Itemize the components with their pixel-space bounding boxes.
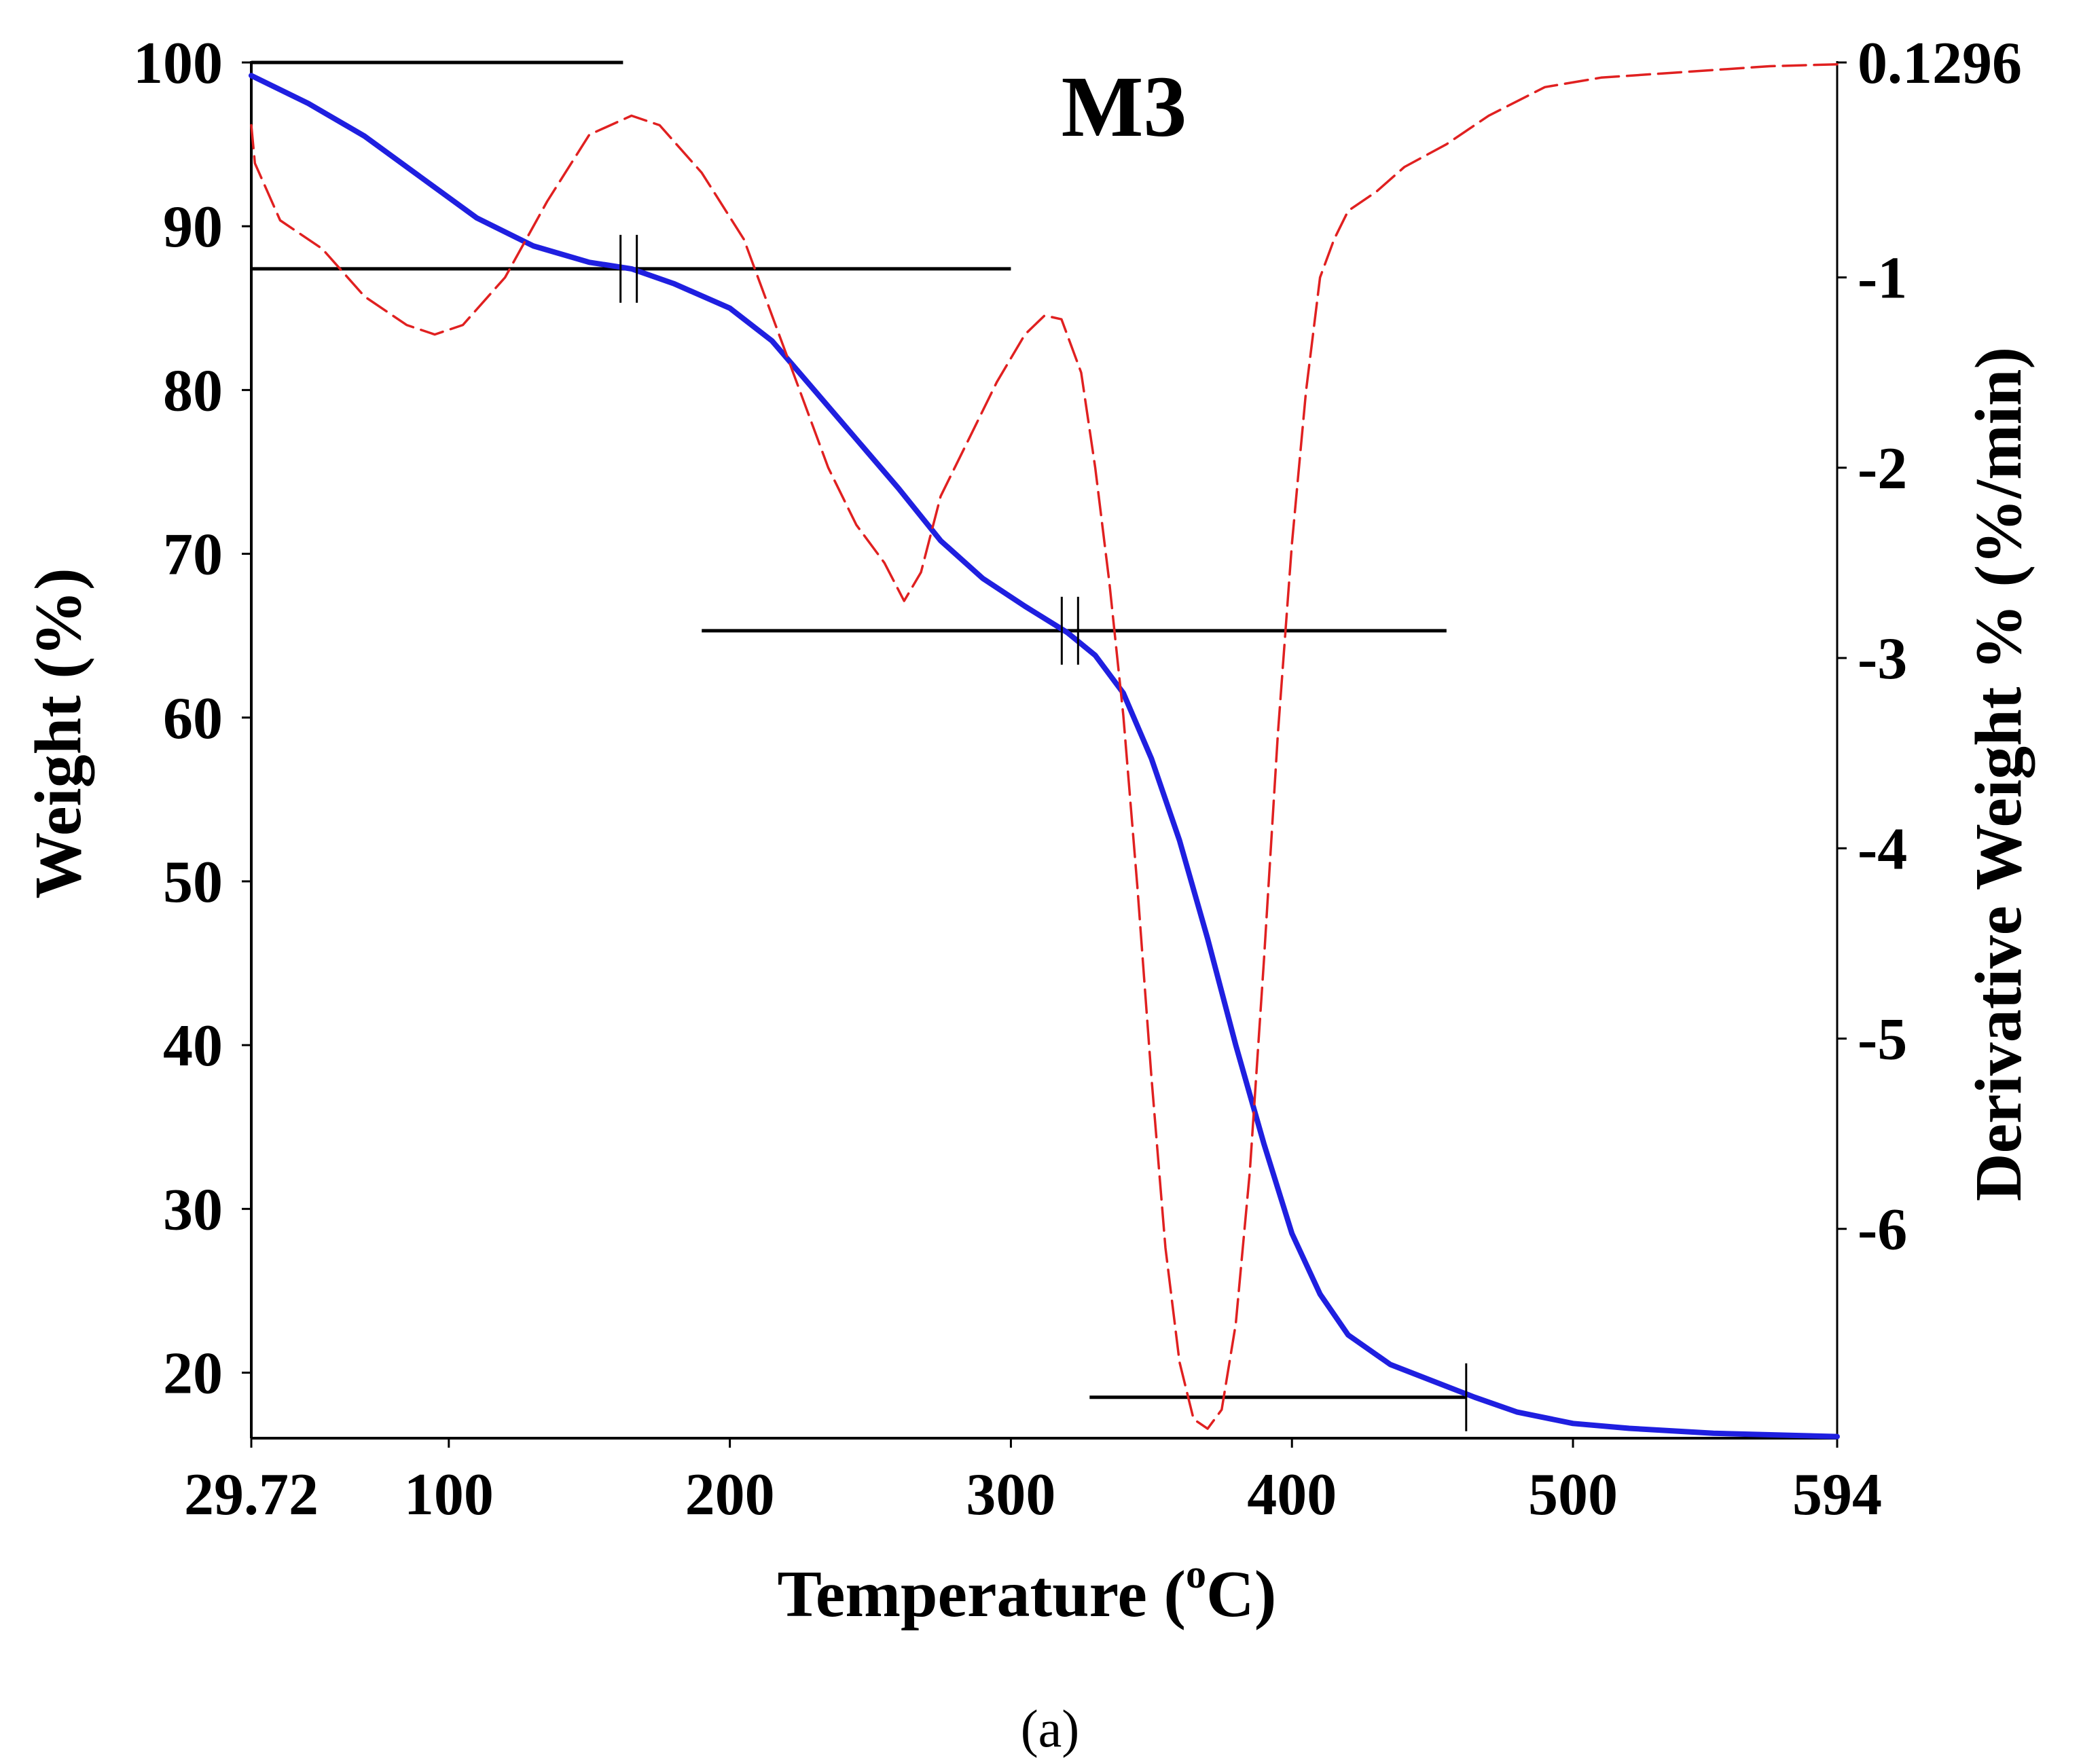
y-right-tick-label: -3 [1858, 626, 1907, 692]
x-tick-label: 594 [1792, 1462, 1882, 1528]
y-left-tick-label: 90 [163, 194, 223, 260]
chart-title: M3 [1062, 58, 1187, 155]
x-axis-label: Temperature (oC) [778, 1552, 1277, 1631]
weight-curve [249, 73, 1840, 1440]
x-axis-label-sup: o [1186, 1552, 1206, 1596]
x-tick-label: 500 [1528, 1462, 1618, 1528]
axes-group [242, 61, 1847, 1448]
y-left-tick-label: 80 [163, 358, 223, 424]
x-tick-label: 400 [1247, 1462, 1337, 1528]
tick-labels-group: 29.72 100 200 300 400 500 594 20 30 40 50 60 70 80 90 1… [133, 31, 2022, 1528]
y-left-tick-label: 50 [163, 849, 223, 915]
x-tick-label: 300 [966, 1462, 1055, 1528]
x-tick-label: 100 [404, 1462, 494, 1528]
y-right-tick-label: -2 [1858, 436, 1907, 502]
y-right-tick-label: -4 [1858, 816, 1907, 882]
x-tick-label: 29.72 [184, 1462, 319, 1528]
y-left-tick-label: 20 [163, 1341, 223, 1407]
y-right-tick-label: -6 [1858, 1197, 1907, 1263]
x-axis-label-unit: C) [1206, 1558, 1276, 1631]
y-right-tick-label: -5 [1858, 1007, 1907, 1073]
reference-lines-group [251, 60, 1466, 1399]
y-left-tick-label: 40 [163, 1013, 223, 1079]
x-tick-label: 200 [685, 1462, 775, 1528]
y-left-tick-label: 100 [133, 31, 223, 96]
x-axis-label-main: Temperature ( [778, 1558, 1187, 1631]
figure-caption: (a) [1021, 1699, 1080, 1758]
y-right-tick-label: 0.1296 [1858, 31, 2022, 96]
y-left-tick-label: 70 [163, 522, 223, 588]
derivative-weight-curve [250, 62, 1839, 1430]
y-axis-right-label: Derivative Weight % (%/min) [1962, 347, 2035, 1201]
markers-group [619, 234, 1468, 1431]
y-left-tick-label: 60 [163, 686, 223, 752]
y-left-tick-label: 30 [163, 1177, 223, 1243]
y-axis-left-label: Weight (%) [22, 568, 95, 898]
series-group [249, 62, 1840, 1440]
y-right-tick-label: -1 [1858, 246, 1907, 312]
